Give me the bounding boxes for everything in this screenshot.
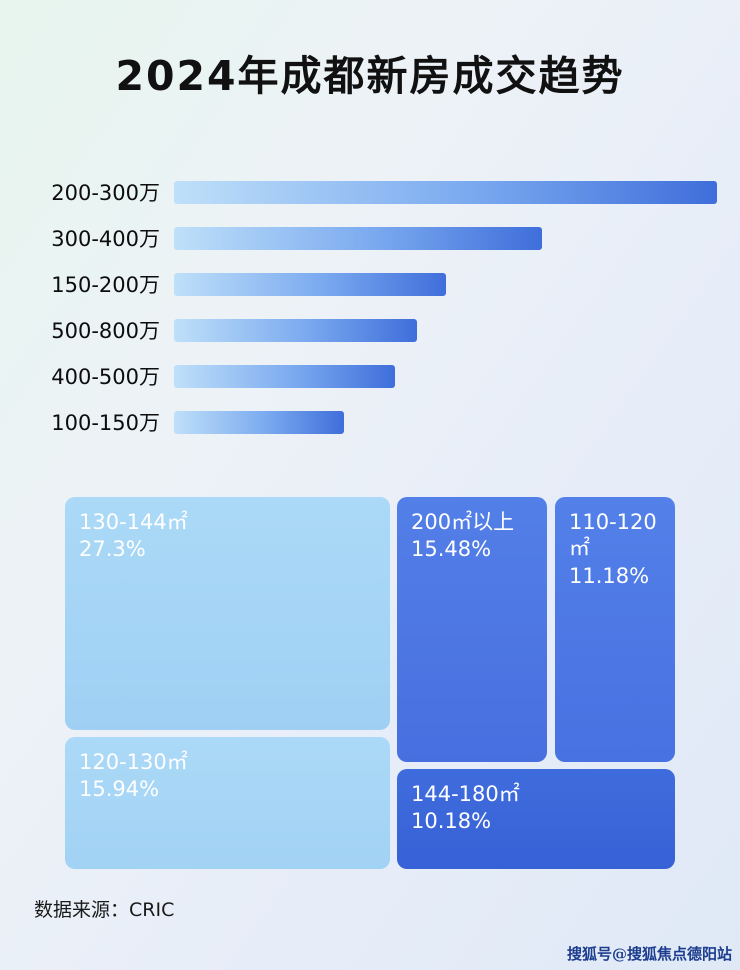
bar-fill [174, 364, 395, 388]
bar-track [174, 272, 740, 296]
bar-row: 300-400万 [0, 224, 740, 252]
bar-row: 100-150万 [0, 408, 740, 436]
treemap-block-value: 10.18% [411, 809, 492, 834]
treemap-block-label: 130-144㎡ [79, 510, 188, 534]
treemap-block-label: 144-180㎡ [411, 782, 520, 806]
treemap-block-value: 11.18% [569, 563, 650, 588]
bar-track [174, 226, 740, 250]
page-title: 2024年成都新房成交趋势 [115, 52, 625, 100]
data-source-note: 数据来源：CRIC [34, 899, 175, 921]
bar-fill [174, 410, 344, 434]
treemap-block-110-120: 110-120㎡ 11.18% [555, 497, 675, 762]
bar-fill [174, 272, 446, 296]
bar-row: 400-500万 [0, 362, 740, 390]
treemap-block-120-130: 120-130㎡ 15.94% [65, 737, 390, 869]
treemap-block-value: 27.3% [79, 537, 146, 562]
treemap-block-value: 15.48% [411, 537, 492, 562]
bar-category-label: 500-800万 [51, 319, 160, 343]
treemap-block-200-plus: 200㎡以上 15.48% [397, 497, 547, 762]
bar-category-label: 100-150万 [51, 411, 160, 435]
bar-row: 200-300万 [0, 178, 740, 206]
bar-category-label: 150-200万 [51, 273, 160, 297]
bar-row: 150-200万 [0, 270, 740, 298]
bar-track [174, 318, 740, 342]
bar-track [174, 364, 740, 388]
treemap-block-label: 110-120㎡ [569, 510, 657, 561]
bar-row: 500-800万 [0, 316, 740, 344]
bar-category-label: 300-400万 [51, 227, 160, 251]
watermark: 搜狐号@搜狐焦点德阳站 [566, 945, 732, 963]
bar-category-label: 400-500万 [51, 365, 160, 389]
bar-category-label: 200-300万 [51, 181, 160, 205]
treemap-block-label: 200㎡以上 [411, 510, 515, 534]
bar-fill [174, 318, 418, 342]
bar-fill [174, 226, 542, 250]
treemap-block-144-180: 144-180㎡ 10.18% [397, 769, 675, 869]
bar-track [174, 410, 740, 434]
treemap-block-130-144: 130-144㎡ 27.3% [65, 497, 390, 730]
price-band-bar-chart: 200-300万 300-400万 150-200万 500-800万 400- [0, 178, 740, 454]
bar-fill [174, 180, 718, 204]
area-size-treemap: 130-144㎡ 27.3% 200㎡以上 15.48% 110-120㎡ 11… [65, 497, 675, 869]
treemap-block-value: 15.94% [79, 777, 160, 802]
bar-track [174, 180, 740, 204]
treemap-block-label: 120-130㎡ [79, 750, 188, 774]
